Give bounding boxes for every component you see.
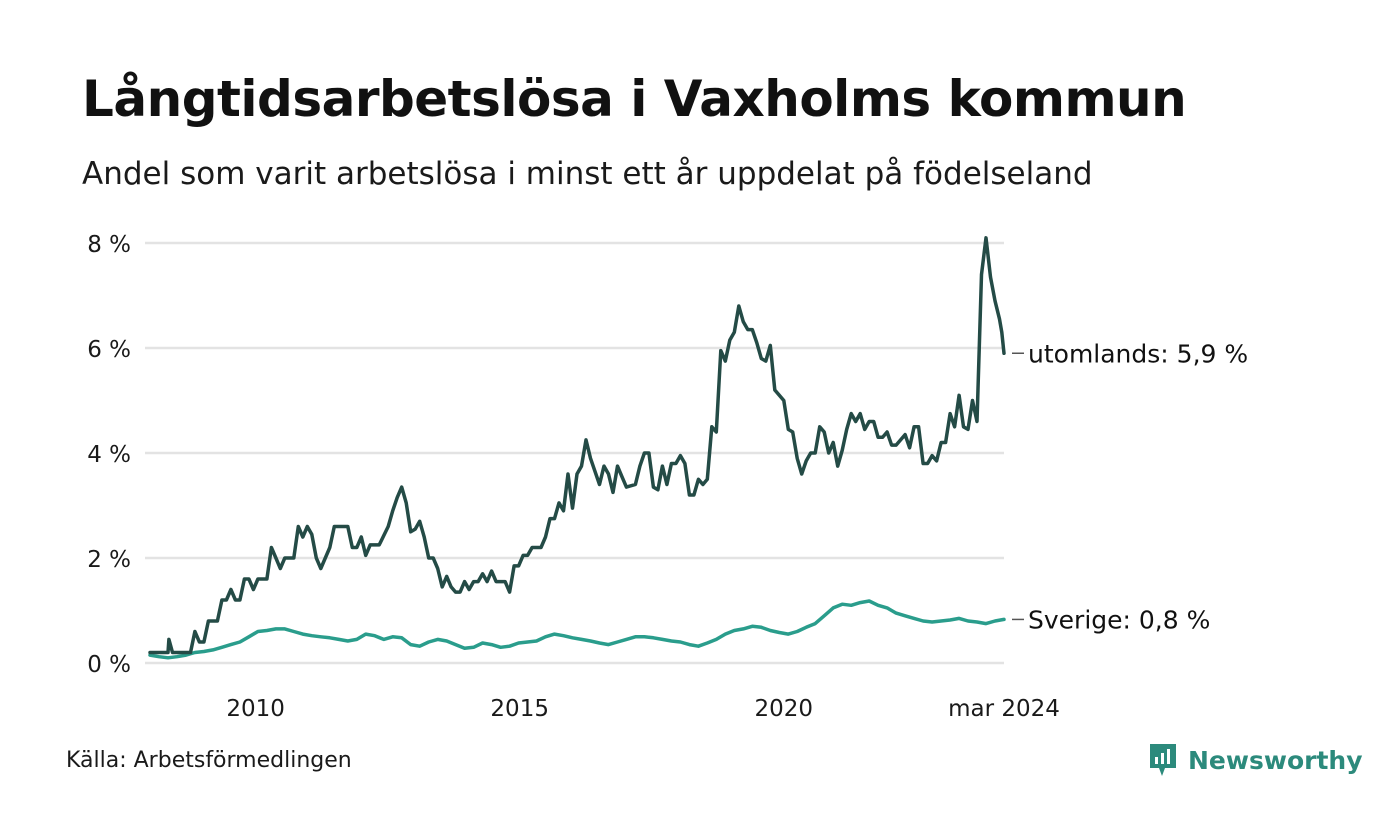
end-label-utomlands: utomlands: 5,9 % [1028, 339, 1248, 368]
y-tick-label: 0 % [87, 652, 131, 678]
series-line-utomlands [148, 236, 1006, 655]
newsworthy-logo-icon [1150, 744, 1176, 776]
y-tick-label: 4 % [87, 442, 131, 468]
series-line-sverige [148, 599, 1006, 660]
end-label-sverige: Sverige: 0,8 % [1028, 605, 1210, 634]
chart-subtitle: Andel som varit arbetslösa i minst ett å… [82, 156, 1093, 192]
brand[interactable]: Newsworthy [1148, 742, 1363, 778]
x-tick-label: 2015 [490, 696, 549, 722]
x-tick-label: mar 2024 [948, 696, 1060, 722]
brand-name: Newsworthy [1188, 745, 1363, 775]
source-label: Källa: Arbetsförmedlingen [66, 748, 352, 773]
y-tick-label: 2 % [87, 547, 131, 573]
y-tick-label: 6 % [87, 337, 131, 363]
x-tick-label: 2020 [754, 696, 813, 722]
y-tick-label: 8 % [87, 232, 131, 258]
chart-title: Långtidsarbetslösa i Vaxholms kommun [82, 70, 1187, 128]
x-tick-label: 2010 [226, 696, 285, 722]
